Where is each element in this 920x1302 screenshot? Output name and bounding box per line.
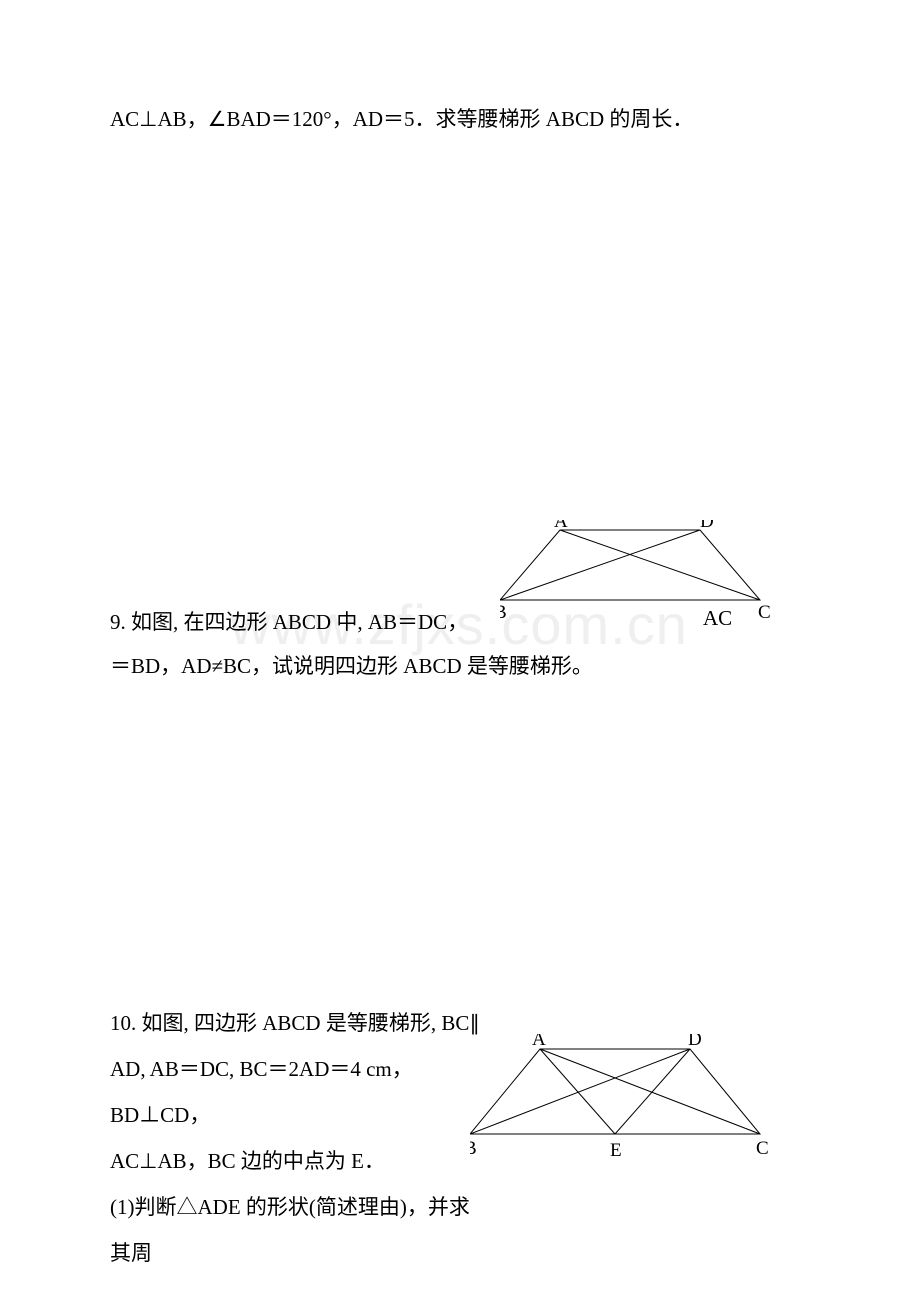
problem-10-line4: (1)判断△ADE 的形状(简述理由)，并求其周 [110,1184,480,1276]
label-e: E [610,1140,622,1161]
trapezoid-icon [470,1049,760,1134]
problem-9-line2: ＝BD，AD≠BC，试说明四边形 ABCD 是等腰梯形。 [110,650,593,680]
problem-10: 10. 如图, 四边形 ABCD 是等腰梯形, BC∥ AD, AB＝DC, B… [110,1000,810,1276]
page: AC⊥AB，∠BAD＝120°，AD＝5．求等腰梯形 ABCD 的周长． www… [0,0,920,1302]
label-a: A [532,1034,546,1050]
figure-10: A D B E C [470,1034,750,1164]
top-line: AC⊥AB，∠BAD＝120°，AD＝5．求等腰梯形 ABCD 的周长． [110,96,810,142]
segment-de-icon [615,1049,690,1134]
problem-9-line1b: AC [703,606,732,631]
label-d: D [700,520,714,532]
problem-10-line3: AC⊥AB，BC 边的中点为 E． [110,1138,480,1184]
figure-9: A D B C [500,520,700,620]
label-a: A [554,520,568,532]
label-c: C [758,602,771,623]
diagonal-bd-icon [470,1049,690,1134]
problem-10-line1: 10. 如图, 四边形 ABCD 是等腰梯形, BC∥ [110,1000,480,1046]
label-c: C [756,1138,769,1159]
label-b: B [470,1138,477,1159]
diagonal-ac-icon [540,1049,760,1134]
problem-9-line1a: 9. 如图, 在四边形 ABCD 中, AB＝DC， [110,606,468,636]
label-b: B [500,602,507,623]
trapezoid-icon [500,530,760,600]
label-d: D [688,1034,702,1050]
problem-10-line2: AD, AB＝DC, BC＝2AD＝4 cm，BD⊥CD， [110,1046,480,1138]
segment-ae-icon [540,1049,615,1134]
